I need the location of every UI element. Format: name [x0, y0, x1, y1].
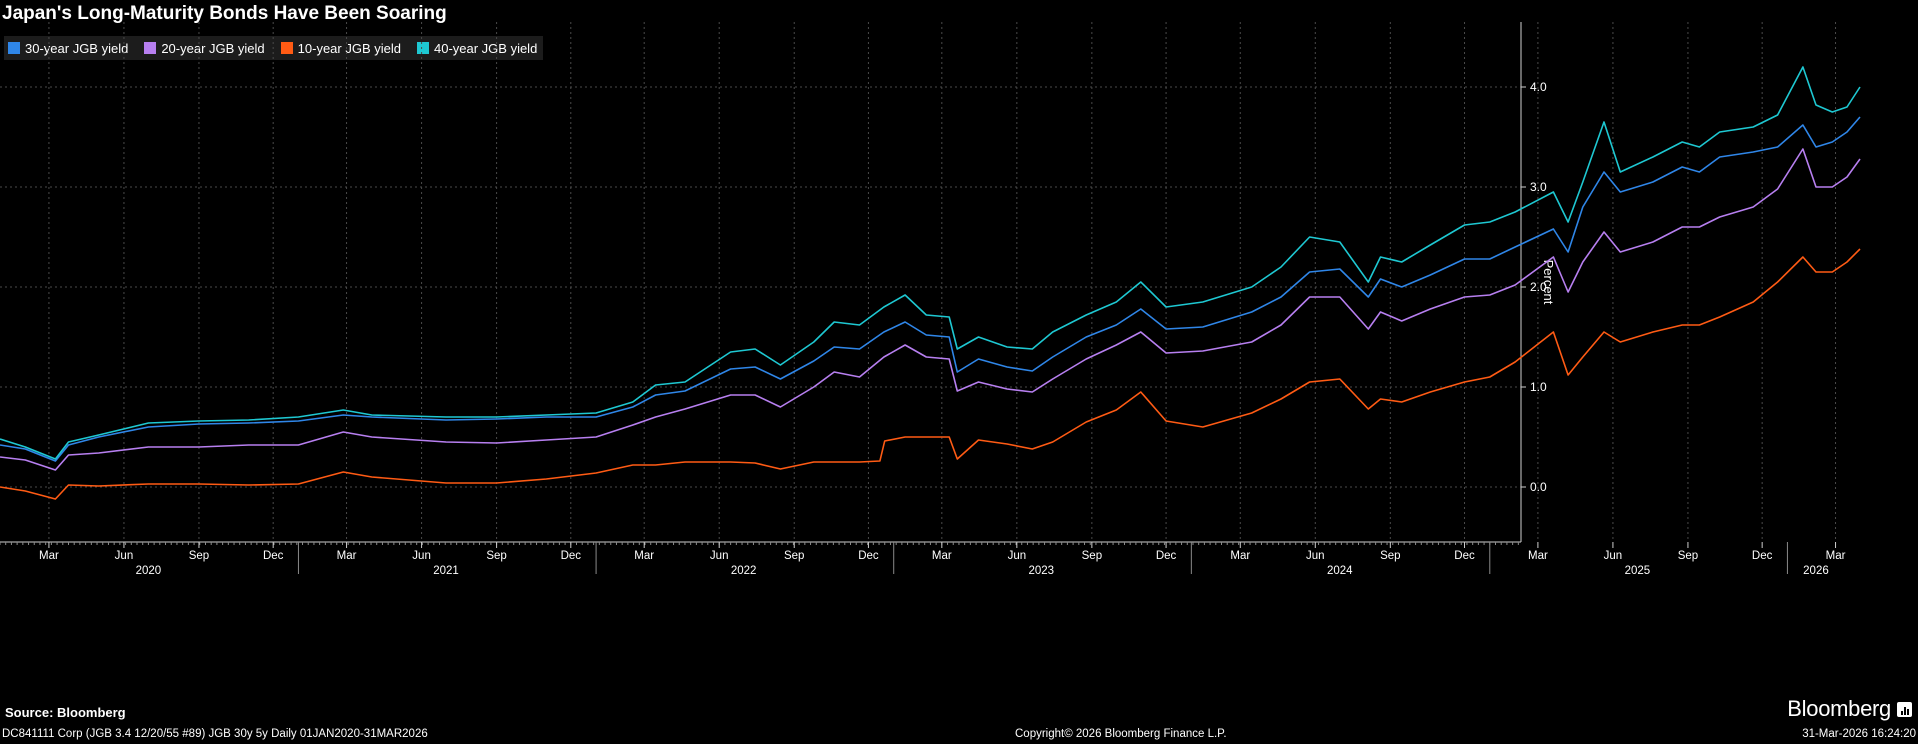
footer-timestamp: 31-Mar-2026 16:24:20 — [1802, 728, 1916, 740]
x-tick-label: Sep — [784, 550, 804, 562]
y-tick-label: 1.0 — [1530, 380, 1547, 394]
legend-swatch — [144, 42, 157, 54]
x-tick-label: Mar — [1528, 550, 1548, 562]
series-line-20y — [0, 148, 1861, 471]
x-tick-label: Sep — [1082, 550, 1102, 562]
x-tick-label: Mar — [932, 550, 952, 562]
y-tick-label: 2.0 — [1530, 280, 1547, 294]
series-line-40y — [0, 66, 1861, 460]
source-note: Source: Bloomberg — [5, 705, 126, 720]
x-tick-label: Jun — [710, 550, 729, 562]
legend-item: 20-year JGB yield — [144, 40, 265, 56]
x-tick-label: Mar — [1826, 550, 1846, 562]
footer-copyright: Copyright© 2026 Bloomberg Finance L.P. — [1015, 728, 1227, 740]
x-tick-label: Jun — [412, 550, 431, 562]
legend-item: 10-year JGB yield — [280, 40, 401, 56]
x-tick-label: Sep — [1380, 550, 1400, 562]
x-year-label: 2020 — [136, 565, 162, 577]
x-tick-label: Sep — [1678, 550, 1698, 562]
y-tick-label: 3.0 — [1530, 180, 1547, 194]
legend-swatch — [416, 42, 429, 54]
x-tick-label: Jun — [1604, 550, 1623, 562]
x-tick-label: Dec — [1156, 550, 1177, 562]
footer-ticker-description: DC841111 Corp (JGB 3.4 12/20/55 #89) JGB… — [2, 728, 428, 740]
x-tick-label: Dec — [858, 550, 879, 562]
legend-label: 10-year JGB yield — [297, 40, 401, 56]
bloomberg-logo: Bloomberg — [1787, 696, 1912, 722]
x-tick-label: Mar — [337, 550, 357, 562]
bar-chart-icon — [1897, 701, 1912, 717]
x-tick-label: Dec — [561, 550, 582, 562]
x-year-label: 2026 — [1803, 565, 1829, 577]
x-year-label: 2022 — [731, 565, 757, 577]
legend-label: 30-year JGB yield — [25, 40, 129, 56]
x-tick-label: Dec — [1752, 550, 1773, 562]
x-year-label: 2025 — [1625, 565, 1651, 577]
y-axis-label: Percent — [1541, 260, 1556, 305]
legend-label: 40-year JGB yield — [433, 40, 538, 56]
x-tick-label: Sep — [189, 550, 209, 562]
x-tick-label: Dec — [263, 550, 284, 562]
legend-swatch — [8, 42, 20, 54]
x-year-label: 2023 — [1029, 565, 1055, 577]
x-tick-label: Mar — [1230, 550, 1250, 562]
x-tick-label: Jun — [115, 550, 134, 562]
y-tick-label: 0.0 — [1530, 480, 1547, 494]
x-tick-label: Dec — [1454, 550, 1475, 562]
legend-swatch — [280, 42, 293, 54]
series-line-10y — [0, 248, 1861, 500]
legend-item: 40-year JGB yield — [416, 40, 538, 56]
series-line-30y — [0, 116, 1861, 462]
legend-item: 30-year JGB yield — [8, 41, 128, 56]
x-tick-label: Mar — [634, 550, 654, 562]
y-tick-label: 4.0 — [1530, 80, 1547, 94]
brand-name: Bloomberg — [1787, 696, 1891, 721]
chart-title: Japan's Long-Maturity Bonds Have Been So… — [2, 3, 447, 24]
x-tick-label: Mar — [39, 550, 59, 562]
x-tick-label: Jun — [1008, 550, 1027, 562]
x-year-label: 2024 — [1327, 565, 1353, 577]
legend-label: 20-year JGB yield — [161, 40, 265, 56]
x-tick-label: Sep — [486, 550, 506, 562]
x-tick-label: Jun — [1306, 550, 1325, 562]
x-year-label: 2021 — [433, 565, 459, 577]
